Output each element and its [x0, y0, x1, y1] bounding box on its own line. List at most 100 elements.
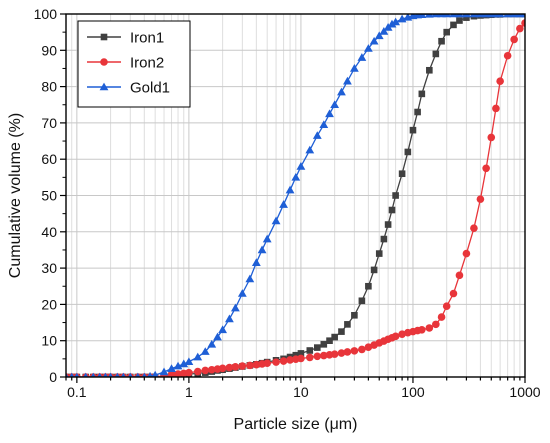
data-point-iron2 — [252, 360, 261, 369]
data-point-iron2 — [496, 77, 504, 85]
data-point-gold1 — [357, 53, 367, 61]
y-tick-label: 80 — [41, 79, 57, 95]
data-point-gold1 — [291, 172, 301, 181]
data-point-gold1 — [200, 347, 210, 355]
data-point-iron1 — [404, 148, 412, 156]
y-tick-label: 30 — [41, 260, 57, 276]
data-point-iron2 — [225, 363, 234, 372]
data-point-gold1 — [108, 372, 114, 377]
data-point-iron1 — [392, 192, 399, 199]
y-axis-title: Cumulative volume (%) — [7, 113, 24, 278]
data-point-iron2 — [476, 195, 485, 203]
data-point-gold1 — [127, 372, 133, 377]
data-point-iron2 — [521, 19, 525, 27]
data-point-iron1 — [384, 221, 392, 228]
y-tick-label: 0 — [49, 369, 57, 385]
data-point-iron1 — [432, 50, 440, 58]
x-tick-label: 0.1 — [67, 384, 87, 400]
legend-marker-gold1 — [99, 82, 109, 91]
data-point-gold1 — [237, 289, 247, 297]
data-point-iron2 — [358, 345, 366, 354]
y-tick-label: 20 — [41, 296, 57, 312]
data-point-iron2 — [425, 324, 434, 332]
legend-marker-iron2 — [100, 58, 108, 66]
data-point-iron2 — [207, 365, 216, 374]
data-point-iron2 — [492, 104, 500, 113]
data-point-iron2 — [313, 352, 322, 361]
data-point-gold1 — [225, 314, 234, 323]
data-point-iron1 — [344, 321, 351, 328]
data-point-iron2 — [391, 332, 400, 341]
data-point-gold1 — [296, 162, 306, 170]
y-tick-label: 40 — [41, 224, 57, 240]
data-point-gold1 — [462, 14, 471, 18]
data-point-gold1 — [218, 325, 228, 334]
data-point-gold1 — [379, 27, 389, 35]
data-point-iron2 — [350, 347, 359, 355]
data-point-gold1 — [417, 14, 427, 19]
data-point-iron1 — [456, 17, 463, 24]
data-point-gold1 — [312, 131, 322, 139]
data-point-iron1 — [463, 14, 470, 21]
data-point-iron1 — [306, 347, 314, 354]
data-point-iron2 — [364, 343, 373, 352]
legend: Iron1 Iron2 Gold1 — [77, 20, 191, 108]
data-point-gold1 — [179, 359, 189, 368]
data-point-iron2 — [174, 370, 182, 377]
data-point-iron1 — [380, 235, 388, 243]
y-tick-label: 50 — [41, 188, 57, 204]
data-point-gold1 — [279, 200, 288, 208]
y-tick-label: 100 — [34, 6, 58, 22]
data-point-iron2 — [218, 364, 227, 373]
data-point-gold1 — [337, 87, 346, 96]
data-point-gold1 — [251, 258, 261, 266]
axes: 0.1 1 10 100 1000 0 10 20 30 40 50 60 70 80 90 100 — [34, 6, 541, 400]
data-point-iron2 — [516, 24, 524, 33]
data-point-gold1 — [141, 372, 147, 377]
data-point-iron2 — [432, 320, 440, 329]
data-point-iron2 — [510, 35, 518, 44]
data-point-iron2 — [503, 51, 512, 60]
data-point-iron2 — [437, 313, 446, 321]
data-point-iron1 — [351, 311, 358, 319]
series-layer — [66, 14, 525, 377]
data-point-gold1 — [369, 36, 379, 45]
data-point-iron2 — [418, 326, 426, 334]
data-point-iron2 — [343, 348, 352, 356]
data-point-gold1 — [173, 361, 183, 370]
data-point-iron1 — [450, 21, 457, 29]
data-point-iron2 — [398, 330, 406, 338]
data-point-gold1 — [455, 14, 464, 18]
data-point-gold1 — [495, 14, 505, 18]
data-point-iron1 — [388, 206, 396, 214]
legend-box — [77, 20, 191, 108]
data-point-iron2 — [167, 371, 176, 377]
data-point-iron1 — [320, 341, 328, 348]
legend-label-gold1: Gold1 — [130, 80, 170, 97]
data-point-gold1 — [193, 352, 203, 361]
data-point-gold1 — [424, 14, 434, 18]
data-point-iron2 — [330, 350, 339, 358]
legend-item-gold1: Gold1 — [87, 80, 170, 97]
data-point-gold1 — [135, 372, 141, 377]
data-point-iron1 — [443, 28, 450, 36]
data-point-gold1 — [271, 216, 281, 225]
data-point-gold1 — [83, 372, 89, 377]
data-point-iron2 — [297, 354, 305, 363]
data-point-iron1 — [297, 350, 305, 357]
data-point-iron1 — [358, 297, 366, 305]
data-point-iron2 — [462, 249, 471, 258]
data-point-iron2 — [487, 133, 496, 142]
x-axis-title: Particle size (μm) — [234, 416, 358, 433]
data-point-iron2 — [185, 368, 193, 377]
y-tick-label: 70 — [41, 115, 57, 131]
data-point-gold1 — [184, 357, 194, 366]
data-point-gold1 — [325, 109, 334, 118]
data-point-gold1 — [90, 372, 96, 377]
data-point-gold1 — [343, 76, 352, 85]
data-point-gold1 — [257, 245, 267, 254]
data-point-gold1 — [114, 372, 120, 377]
data-point-iron1 — [398, 170, 406, 178]
data-point-gold1 — [305, 145, 315, 154]
